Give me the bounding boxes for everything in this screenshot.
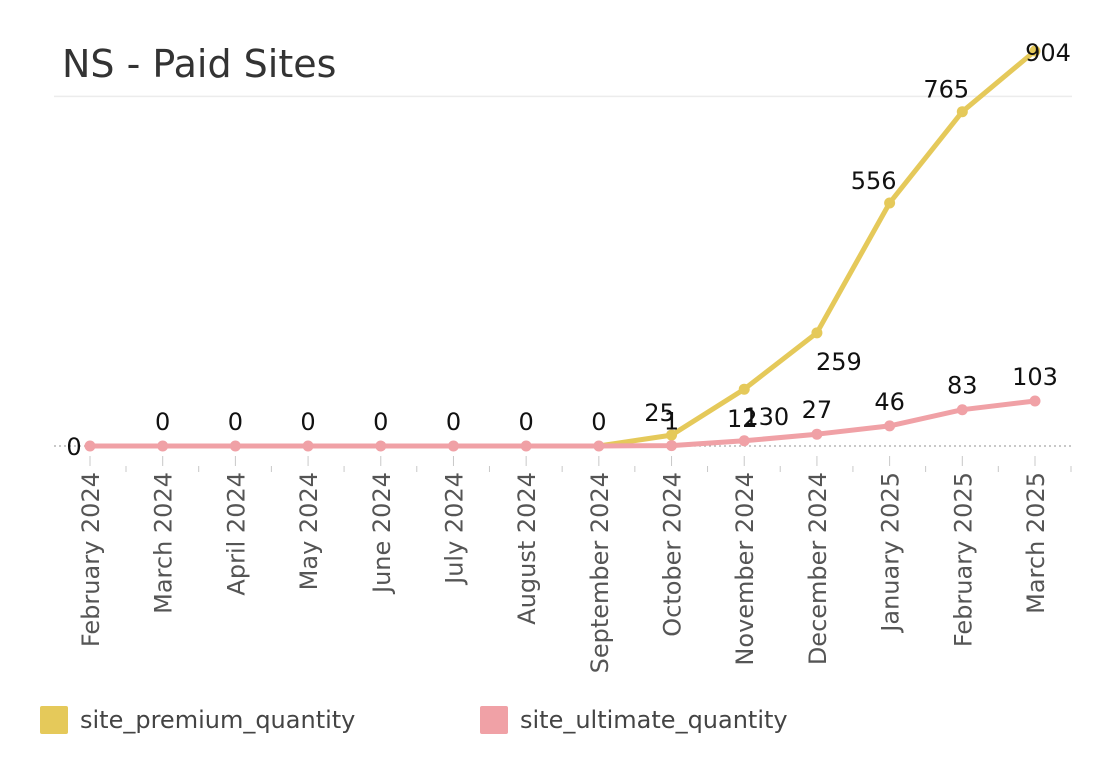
x-tick-label: February 2025 [949,472,977,647]
data-label-premium: 259 [816,348,862,376]
data-label-ultimate: 0 [446,408,461,436]
data-label-ultimate: 0 [373,408,388,436]
series-point-0 [956,106,968,118]
chart-plot: February 2024 March 2024 April 2024 May 202… [54,39,1072,673]
series-point-1 [738,435,750,447]
series-point-0 [811,327,823,339]
data-label-premium: 765 [923,76,969,104]
series-point-1 [956,404,968,416]
data-label-ultimate: 0 [300,408,315,436]
data-label-ultimate: 1 [664,408,679,436]
data-label-ultimate: 83 [947,372,978,400]
series-point-1 [593,440,605,452]
data-label-premium: 904 [1025,39,1071,67]
legend-item-ultimate[interactable]: site_ultimate_quantity [480,702,788,738]
series-point-1 [157,440,169,452]
data-label-ultimate: 46 [874,388,905,416]
x-tick-label: February 2024 [77,472,105,647]
legend-swatch-premium [40,706,68,734]
axis-layer: February 2024 March 2024 April 2024 May 202… [77,456,1072,673]
series-point-1 [302,440,314,452]
series-point-1 [666,440,678,452]
series-layer [84,45,1041,452]
series-point-1 [375,440,387,452]
data-label-ultimate: 12 [727,405,758,433]
series-point-1 [520,440,532,452]
chart-title: NS - Paid Sites [62,42,337,86]
series-point-1 [1029,395,1041,407]
data-label-ultimate: 27 [802,396,833,424]
x-tick-label: September 2024 [586,472,614,673]
data-label-ultimate: 0 [228,408,243,436]
series-point-1 [447,440,459,452]
x-tick-label: December 2024 [804,472,832,665]
x-tick-label: August 2024 [513,472,541,625]
legend-swatch-ultimate [480,706,508,734]
legend-item-premium[interactable]: site_premium_quantity [40,702,355,738]
series-point-0 [884,197,896,209]
data-label-layer: 25 130 259 556 765 904 0 0 0 0 0 0 0 0 1 12 27 46 83 103 [66,39,1071,461]
data-label-ultimate: 103 [1012,363,1058,391]
x-tick-label: June 2024 [368,472,396,595]
legend: site_premium_quantity site_ultimate_quan… [40,702,1080,738]
series-point-0 [738,383,750,395]
series-point-1 [84,440,96,452]
series-point-1 [811,428,823,440]
x-tick-label: October 2024 [659,472,687,637]
series-line-1 [87,398,1038,449]
data-label-ultimate: 0 [591,408,606,436]
grid-layer [54,95,1072,447]
series-point-0 [1029,45,1041,57]
data-label-ultimate: 0 [155,408,170,436]
x-tick-label: April 2024 [222,472,250,596]
x-tick-label: November 2024 [731,472,759,666]
legend-label-premium: site_premium_quantity [80,706,356,734]
data-label-premium: 556 [851,167,897,195]
series-point-1 [229,440,241,452]
x-tick-label: May 2024 [295,472,323,590]
legend-label-ultimate: site_ultimate_quantity [520,706,788,734]
series-point-0 [666,429,678,441]
data-label-ultimate: 0 [66,433,81,461]
x-tick-label: March 2024 [150,472,178,614]
x-tick-label: July 2024 [440,472,468,586]
data-label-ultimate: 0 [519,408,534,436]
data-label-premium: 130 [743,403,789,431]
x-tick-label: January 2025 [877,472,905,634]
data-label-premium: 25 [644,399,675,427]
x-tick-label: March 2025 [1022,472,1050,614]
series-line-0 [87,48,1038,449]
series-point-1 [884,420,896,432]
